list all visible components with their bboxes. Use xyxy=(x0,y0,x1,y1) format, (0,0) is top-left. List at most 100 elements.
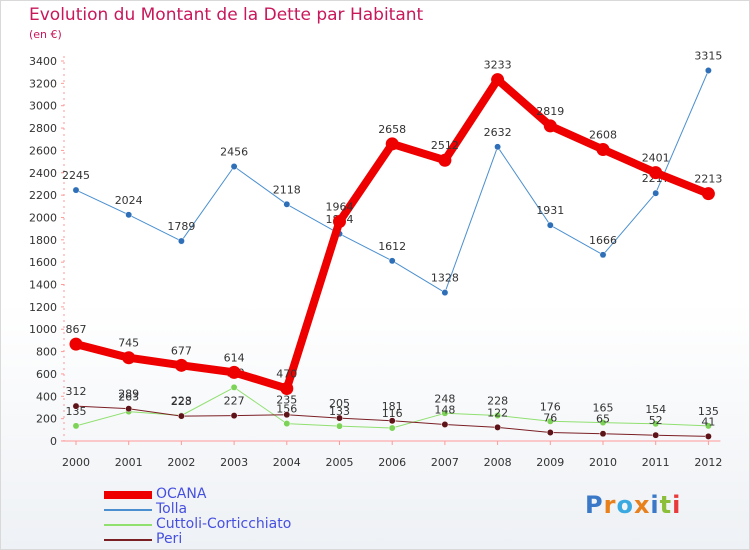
data-point xyxy=(441,421,449,428)
data-point xyxy=(283,420,291,428)
data-label: 122 xyxy=(487,406,508,419)
data-point xyxy=(441,409,449,417)
data-label: 165 xyxy=(593,402,614,415)
data-label: 176 xyxy=(540,400,561,413)
data-label: 289 xyxy=(118,388,139,401)
data-label: 745 xyxy=(118,337,139,350)
data-point xyxy=(494,412,502,419)
x-tick-label: 2001 xyxy=(115,456,143,469)
data-label: 116 xyxy=(382,407,403,420)
y-tick-label: 1200 xyxy=(29,301,57,314)
data-label: 228 xyxy=(487,395,508,408)
y-tick-label: 1600 xyxy=(29,256,57,269)
data-point xyxy=(599,419,607,427)
data-label: 2512 xyxy=(431,139,459,152)
data-label: 205 xyxy=(329,397,350,410)
x-tick-label: 2010 xyxy=(589,456,617,469)
y-tick-label: 800 xyxy=(36,346,57,359)
legend-swatch xyxy=(104,524,152,526)
data-point xyxy=(652,431,660,439)
data-point xyxy=(125,405,133,413)
x-tick-labels: 2000 2001 2002 2003 2004 2005 2006 2007 2008 2009… xyxy=(62,441,722,469)
data-label: 2024 xyxy=(115,194,143,207)
data-label: 135 xyxy=(66,405,87,418)
series-peri: 312 289 223 227 235 205 181 148 122 76 65 52 41 xyxy=(66,385,715,440)
data-label: 2118 xyxy=(273,183,301,196)
legend-swatch xyxy=(104,509,152,511)
data-point xyxy=(72,186,80,194)
legend-swatch xyxy=(104,539,152,541)
data-point xyxy=(125,211,133,219)
data-point xyxy=(543,119,557,133)
data-point xyxy=(546,417,554,425)
data-point xyxy=(122,351,136,365)
y-tick-label: 1400 xyxy=(29,279,57,292)
data-point xyxy=(704,432,712,440)
data-point xyxy=(704,67,712,74)
data-point xyxy=(491,73,505,87)
y-tick-label: 400 xyxy=(36,390,57,403)
data-point xyxy=(704,422,712,430)
data-point xyxy=(69,337,83,351)
data-label: 52 xyxy=(649,414,663,427)
legend-label: Cuttoli-Corticchiato xyxy=(156,516,292,532)
data-label: 2245 xyxy=(62,169,90,182)
data-label: 248 xyxy=(434,392,455,405)
data-label: 76 xyxy=(543,412,557,425)
x-tick-label: 2006 xyxy=(378,456,406,469)
y-tick-label: 3000 xyxy=(29,100,57,113)
data-point xyxy=(652,189,660,197)
data-label: 470 xyxy=(276,367,297,380)
data-label: 156 xyxy=(276,403,297,416)
data-label: 227 xyxy=(224,395,245,408)
data-point xyxy=(230,383,238,391)
data-label: 312 xyxy=(66,385,87,398)
data-label: 2819 xyxy=(536,105,564,118)
data-label: 65 xyxy=(596,413,610,426)
data-label: 223 xyxy=(171,395,192,408)
unit-label: (en €) xyxy=(29,28,62,41)
logo-letter: i xyxy=(650,491,660,519)
data-label: 133 xyxy=(329,405,350,418)
data-point xyxy=(336,414,343,422)
x-tick-label: 2004 xyxy=(273,456,301,469)
legend-label: Peri xyxy=(156,531,183,547)
y-tick-label: 2600 xyxy=(29,144,57,157)
data-point xyxy=(227,365,241,379)
data-point xyxy=(546,429,554,436)
data-label: 2658 xyxy=(378,123,406,136)
data-label: 2401 xyxy=(642,152,670,165)
data-label: 2456 xyxy=(220,146,248,159)
data-point xyxy=(283,200,291,208)
data-label: 2632 xyxy=(484,126,512,139)
proxiti-logo: Proxiti xyxy=(585,491,681,519)
x-tick-label: 2011 xyxy=(642,456,670,469)
data-point xyxy=(649,166,663,180)
legend-swatch xyxy=(104,491,152,499)
y-tick-label: 0 xyxy=(50,435,57,448)
data-point xyxy=(701,187,715,201)
data-point xyxy=(72,422,80,430)
data-point xyxy=(283,411,291,419)
data-point xyxy=(494,423,502,431)
logo-letter: P xyxy=(585,491,604,519)
series-ocana: 867 745 677 614 470 1964 2658 2512 3233 2819 2608 2… xyxy=(66,59,722,395)
data-point xyxy=(230,412,238,420)
data-label: 2213 xyxy=(694,173,722,186)
data-point xyxy=(177,237,185,245)
data-label: 1666 xyxy=(589,234,617,247)
logo-letter: x xyxy=(633,491,651,519)
data-label: 677 xyxy=(171,344,192,357)
y-tick-label: 2400 xyxy=(29,167,57,180)
y-tick-labels: 0 200 400 600 800 1000 1200 1400 1600 1800 2000 220… xyxy=(29,55,64,448)
x-tick-label: 2007 xyxy=(431,456,459,469)
data-label: 135 xyxy=(698,405,719,418)
data-point xyxy=(388,417,396,425)
data-point xyxy=(280,381,294,395)
y-tick-label: 2200 xyxy=(29,189,57,202)
data-label: 181 xyxy=(382,400,403,413)
data-label: 228 xyxy=(171,395,192,408)
data-point xyxy=(388,424,396,432)
y-tick-label: 2000 xyxy=(29,211,57,224)
